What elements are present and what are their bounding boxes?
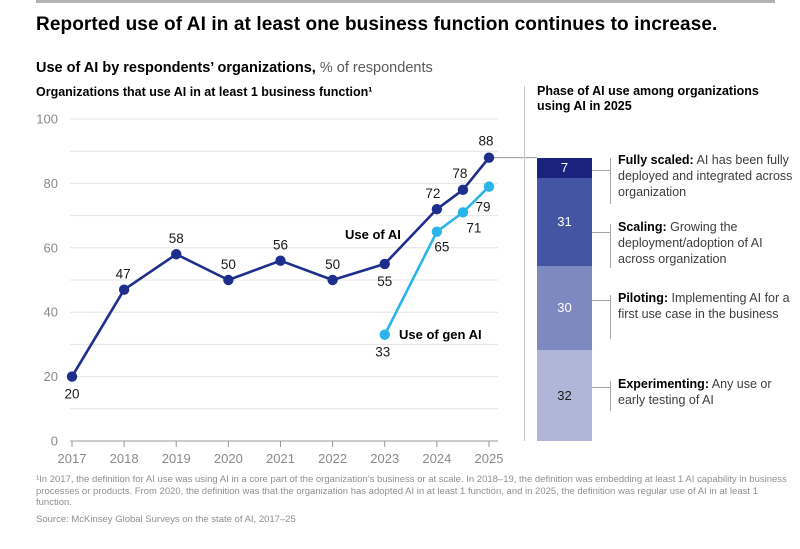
x-tick-label: 2020 [214, 451, 243, 466]
data-point [431, 226, 443, 237]
data-point [379, 329, 390, 340]
data-point [483, 181, 495, 192]
y-tick-label: 0 [51, 434, 58, 449]
x-tick-label: 2025 [475, 451, 504, 466]
x-tick-label: 2018 [110, 451, 139, 466]
series-line-gen-ai [383, 185, 491, 337]
data-point [457, 184, 469, 196]
data-point-label: 79 [475, 200, 490, 215]
data-point-label: 78 [452, 166, 467, 181]
panel-divider [524, 86, 525, 441]
data-point [483, 152, 495, 163]
phase-term: Fully scaled: [618, 153, 694, 167]
data-point [66, 371, 78, 382]
top-rule [36, 0, 775, 3]
x-tick-label: 2019 [162, 451, 191, 466]
subtitle-bold: Use of AI by respondents’ organizations, [36, 60, 316, 76]
data-point-label: 47 [116, 267, 131, 282]
x-tick-label: 2023 [370, 451, 399, 466]
bracket-vertical-line [610, 295, 611, 339]
y-tick-label: 40 [44, 305, 58, 320]
phase-desc: Implementing AI for a first use case in … [618, 291, 790, 321]
x-tick-label: 2021 [266, 451, 295, 466]
data-point-label: 55 [377, 274, 392, 289]
bracket-vertical-line [610, 224, 611, 268]
bracket-vertical-line [610, 158, 611, 204]
data-point [275, 255, 286, 266]
series-label-gen-ai: Use of gen AI [399, 327, 482, 342]
bracket-horizontal-line [592, 232, 610, 233]
data-point [379, 258, 390, 270]
page-title: Reported use of AI in at least one busin… [36, 14, 718, 35]
data-point-label: 33 [375, 345, 390, 360]
bar-segment: 30 [537, 265, 592, 351]
phase-label-fully-scaled: Fully scaled: AI has been fully deployed… [618, 152, 800, 200]
phase-label-scaling: Scaling: Growing the deployment/adoption… [618, 219, 800, 267]
data-point-label: 65 [434, 240, 449, 255]
data-point [171, 249, 182, 260]
data-point [457, 207, 469, 218]
bar-segment: 31 [537, 177, 592, 266]
data-point-label: 72 [425, 186, 440, 201]
phase-desc: AI has been fully deployed and integrate… [618, 153, 793, 199]
bar-segment: 32 [537, 350, 592, 441]
bracket-horizontal-line [592, 387, 610, 388]
bar-segment: 7 [537, 158, 592, 178]
bracket-horizontal-line [592, 300, 610, 301]
x-tick-label: 2024 [422, 451, 451, 466]
subtitle: Use of AI by respondents’ organizations,… [36, 60, 736, 76]
y-tick-label: 80 [44, 176, 58, 191]
data-point [223, 274, 234, 286]
data-point-label: 58 [169, 231, 184, 246]
line-chart-heading: Organizations that use AI in at least 1 … [36, 85, 373, 99]
data-point [431, 203, 443, 215]
series-line-ai [70, 156, 491, 378]
data-point-label: 88 [478, 134, 493, 149]
data-point-label: 56 [273, 238, 288, 253]
bar-chart-heading: Phase of AI use among organizations usin… [537, 84, 759, 113]
subtitle-units: % of respondents [315, 60, 433, 76]
data-point [118, 284, 130, 295]
phase-desc: Growing the deployment/adoption of AI ac… [618, 220, 763, 266]
data-point-label: 71 [466, 220, 481, 235]
y-tick-label: 100 [36, 112, 58, 127]
data-point [327, 274, 338, 286]
x-tick-label: 2022 [318, 451, 347, 466]
bracket-vertical-line [610, 381, 611, 411]
phase-label-piloting: Piloting: Implementing AI for a first us… [618, 290, 800, 322]
bracket-horizontal-line [592, 170, 610, 171]
phase-term: Scaling: [618, 220, 667, 234]
phase-term: Experimenting: [618, 377, 709, 391]
y-tick-label: 60 [44, 240, 58, 255]
data-point-label: 50 [221, 257, 236, 272]
data-point-label: 50 [325, 257, 340, 272]
stacked-bar: 7 31 30 32 [537, 158, 592, 441]
y-tick-label: 20 [44, 369, 58, 384]
series-label-ai: Use of AI [345, 227, 401, 242]
footnote: ¹In 2017, the definition for AI use was … [36, 474, 787, 508]
source-line: Source: McKinsey Global Surveys on the s… [36, 514, 296, 525]
data-point-label: 20 [64, 387, 79, 402]
phase-label-experimenting: Experimenting: Any use or early testing … [618, 376, 800, 408]
phase-desc: Any use or early testing of AI [618, 377, 772, 407]
x-tick-label: 2017 [58, 451, 87, 466]
phase-term: Piloting: [618, 291, 668, 305]
